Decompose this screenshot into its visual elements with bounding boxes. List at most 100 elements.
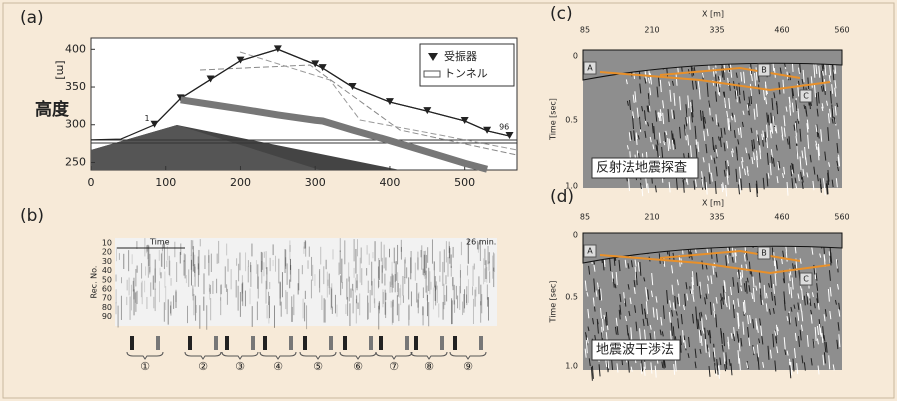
wiggle bbox=[701, 72, 704, 78]
x-tick-label: 500 bbox=[454, 176, 475, 189]
wiggle bbox=[689, 286, 692, 294]
wiggle bbox=[709, 301, 712, 315]
wiggle bbox=[708, 347, 711, 358]
wiggle bbox=[817, 365, 820, 375]
wiggle bbox=[691, 277, 694, 291]
wiggle bbox=[816, 338, 819, 345]
wiggle bbox=[596, 282, 599, 290]
wiggle bbox=[750, 270, 753, 277]
wiggle bbox=[836, 102, 839, 108]
panel-label: (c) bbox=[550, 4, 573, 24]
wiggle bbox=[646, 105, 649, 112]
wiggle bbox=[819, 253, 822, 258]
wiggle bbox=[606, 362, 609, 373]
wiggle bbox=[747, 102, 750, 115]
wiggle bbox=[796, 363, 799, 375]
wiggle bbox=[690, 65, 693, 77]
wiggle bbox=[672, 326, 675, 341]
wiggle bbox=[770, 275, 773, 288]
wiggle bbox=[673, 137, 676, 145]
wiggle bbox=[811, 247, 814, 255]
wiggle bbox=[761, 299, 764, 305]
wiggle bbox=[693, 180, 696, 190]
wiggle bbox=[726, 169, 729, 179]
wiggle bbox=[673, 110, 676, 120]
marker-box bbox=[757, 63, 771, 77]
wiggle bbox=[802, 168, 805, 176]
wiggle bbox=[627, 263, 630, 269]
wiggle bbox=[724, 281, 727, 293]
wiggle bbox=[656, 308, 659, 320]
wiggle bbox=[726, 254, 729, 264]
wiggle bbox=[743, 168, 746, 176]
wiggle bbox=[731, 148, 734, 153]
y-tick-label: 350 bbox=[65, 80, 86, 93]
wiggle bbox=[650, 290, 653, 298]
wiggle bbox=[802, 69, 805, 83]
wiggle bbox=[671, 309, 674, 317]
wiggle bbox=[728, 98, 731, 109]
wiggle bbox=[731, 150, 734, 158]
wiggle bbox=[730, 286, 733, 296]
wiggle bbox=[584, 280, 587, 291]
wiggle bbox=[793, 124, 796, 131]
wiggle bbox=[724, 97, 727, 108]
wiggle bbox=[679, 96, 682, 111]
wiggle bbox=[713, 310, 716, 318]
wiggle bbox=[748, 336, 751, 346]
wiggle bbox=[626, 324, 629, 336]
wiggle bbox=[782, 250, 785, 258]
wiggle bbox=[705, 293, 708, 300]
wiggle bbox=[816, 124, 819, 138]
wiggle bbox=[745, 280, 748, 294]
wiggle bbox=[661, 146, 664, 159]
wiggle bbox=[724, 363, 727, 372]
wiggle bbox=[829, 91, 832, 104]
wiggle bbox=[750, 127, 753, 134]
wiggle bbox=[598, 364, 601, 377]
wiggle bbox=[634, 259, 637, 267]
wiggle bbox=[655, 144, 658, 151]
bracket bbox=[184, 351, 222, 360]
wiggle bbox=[630, 260, 633, 268]
wiggle bbox=[687, 95, 690, 109]
wiggle bbox=[826, 180, 829, 195]
wiggle bbox=[634, 266, 637, 281]
wiggle bbox=[769, 162, 772, 176]
y-tick-label: 80 bbox=[102, 303, 112, 312]
wiggle bbox=[800, 324, 803, 332]
wiggle bbox=[806, 123, 809, 133]
wiggle bbox=[712, 351, 715, 362]
wiggle bbox=[831, 84, 834, 94]
marker-label: B bbox=[761, 66, 767, 75]
wiggle bbox=[639, 83, 642, 94]
wiggle bbox=[795, 317, 798, 327]
wiggle bbox=[823, 314, 826, 322]
wiggle bbox=[655, 296, 658, 303]
wiggle bbox=[755, 183, 758, 198]
wiggle bbox=[837, 322, 840, 331]
wiggle bbox=[699, 286, 702, 299]
wiggle bbox=[782, 278, 785, 284]
wiggle bbox=[655, 110, 658, 122]
wiggle bbox=[827, 170, 830, 182]
wiggle bbox=[805, 157, 808, 166]
wiggle bbox=[702, 157, 705, 163]
wiggle bbox=[783, 166, 786, 175]
wiggle bbox=[754, 72, 757, 86]
wiggle bbox=[775, 144, 778, 151]
wiggle bbox=[695, 144, 698, 159]
boundary bbox=[199, 64, 518, 156]
wiggle bbox=[694, 179, 697, 187]
wiggle bbox=[800, 171, 803, 180]
wiggle bbox=[803, 104, 806, 110]
wiggle bbox=[663, 360, 666, 368]
wiggle bbox=[647, 183, 650, 194]
wiggle bbox=[793, 304, 796, 309]
wiggle bbox=[794, 177, 797, 184]
y-tick-label: 50 bbox=[102, 275, 112, 284]
wiggle bbox=[643, 308, 646, 314]
wiggle bbox=[741, 121, 744, 128]
wiggle bbox=[680, 314, 683, 325]
wiggle bbox=[636, 107, 639, 118]
